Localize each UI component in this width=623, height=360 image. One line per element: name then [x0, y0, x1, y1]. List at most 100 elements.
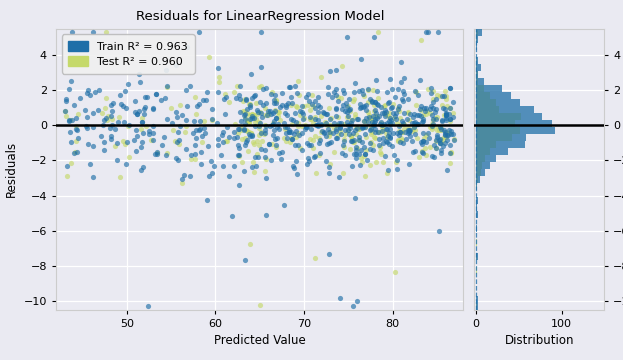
Point — [448, 111, 458, 116]
Point — [427, 99, 437, 105]
Point — [428, 117, 438, 123]
Point — [181, 146, 191, 152]
Point — [439, 127, 449, 133]
Point — [323, 126, 333, 132]
Point — [172, 114, 182, 120]
Point — [360, 151, 370, 157]
Point — [247, 115, 257, 121]
Point — [335, 124, 345, 130]
Point — [421, 108, 430, 114]
Point — [334, 120, 344, 126]
Point — [103, 117, 113, 122]
Bar — [476, 85, 502, 92]
Point — [255, 109, 265, 115]
Point — [181, 123, 191, 129]
Point — [240, 116, 250, 122]
Point — [377, 122, 387, 128]
Point — [299, 116, 309, 121]
Point — [445, 116, 455, 122]
Point — [313, 123, 323, 129]
Point — [397, 121, 407, 126]
Point — [371, 159, 381, 165]
Point — [333, 94, 343, 99]
Point — [294, 132, 304, 138]
Point — [242, 137, 252, 143]
Point — [375, 129, 385, 134]
Point — [396, 59, 406, 65]
Point — [442, 132, 452, 138]
Point — [371, 77, 381, 82]
Point — [444, 127, 454, 132]
Point — [242, 106, 252, 112]
Point — [302, 124, 312, 130]
Point — [64, 118, 74, 124]
Point — [222, 125, 232, 130]
Point — [239, 135, 249, 141]
Point — [404, 117, 414, 122]
Point — [381, 109, 391, 115]
Point — [333, 114, 343, 120]
Point — [328, 130, 338, 136]
Point — [98, 118, 108, 123]
Point — [346, 117, 356, 122]
Point — [426, 111, 435, 116]
Legend: Train R² = 0.963, Test R² = 0.960: Train R² = 0.963, Test R² = 0.960 — [62, 34, 194, 74]
Point — [234, 154, 244, 159]
Point — [240, 112, 250, 117]
Point — [361, 134, 371, 139]
Point — [406, 111, 416, 117]
Point — [383, 126, 392, 131]
Point — [207, 116, 217, 122]
Point — [343, 127, 353, 133]
Point — [389, 113, 399, 119]
Point — [310, 114, 320, 120]
Point — [194, 30, 204, 35]
Point — [300, 122, 310, 128]
Point — [397, 118, 407, 124]
Point — [61, 96, 71, 102]
Point — [124, 122, 134, 128]
Point — [250, 119, 260, 125]
Point — [396, 135, 406, 141]
Point — [269, 97, 279, 103]
Point — [379, 110, 389, 116]
Point — [137, 116, 147, 121]
Point — [357, 125, 367, 130]
Point — [346, 133, 356, 139]
Point — [419, 135, 429, 141]
Point — [411, 102, 421, 108]
Point — [384, 114, 394, 120]
Point — [305, 114, 315, 120]
Point — [255, 302, 265, 308]
Point — [315, 152, 325, 158]
Point — [379, 107, 389, 113]
Point — [116, 101, 126, 107]
Point — [449, 137, 459, 143]
Point — [366, 162, 376, 167]
Point — [244, 101, 254, 107]
Point — [161, 152, 171, 158]
Bar — [476, 253, 478, 260]
Point — [141, 123, 151, 129]
Point — [140, 104, 150, 110]
Point — [244, 120, 254, 125]
Point — [173, 158, 183, 163]
Point — [328, 89, 338, 95]
Point — [374, 121, 384, 127]
Bar — [476, 113, 521, 120]
Point — [82, 123, 92, 129]
Bar — [476, 57, 477, 64]
Point — [426, 103, 435, 109]
Point — [65, 117, 75, 122]
Point — [421, 139, 431, 145]
Point — [404, 129, 414, 135]
Point — [258, 86, 268, 92]
Point — [355, 162, 365, 168]
Point — [340, 152, 350, 158]
Point — [434, 30, 444, 35]
Point — [323, 91, 333, 96]
Point — [67, 117, 77, 122]
Point — [267, 122, 277, 128]
Point — [107, 108, 117, 114]
Point — [385, 115, 395, 121]
